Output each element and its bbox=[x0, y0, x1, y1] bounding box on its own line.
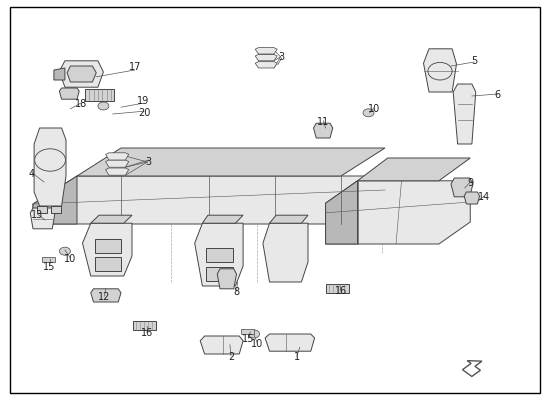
Text: 2: 2 bbox=[228, 352, 234, 362]
Polygon shape bbox=[453, 84, 476, 144]
Text: 9: 9 bbox=[467, 178, 474, 188]
Polygon shape bbox=[451, 178, 473, 197]
Polygon shape bbox=[195, 223, 243, 286]
Polygon shape bbox=[91, 289, 121, 302]
Text: 18: 18 bbox=[75, 99, 87, 109]
Text: 16: 16 bbox=[335, 286, 347, 296]
Polygon shape bbox=[326, 181, 358, 244]
Polygon shape bbox=[424, 49, 456, 92]
Text: 12: 12 bbox=[98, 292, 111, 302]
Polygon shape bbox=[263, 223, 308, 282]
Bar bbox=[95, 239, 121, 253]
Polygon shape bbox=[202, 215, 243, 223]
Bar bbox=[206, 248, 233, 262]
Text: 4: 4 bbox=[29, 169, 35, 179]
Polygon shape bbox=[67, 66, 96, 82]
Polygon shape bbox=[91, 215, 132, 223]
Bar bbox=[95, 257, 121, 271]
Text: 5: 5 bbox=[471, 56, 477, 66]
Polygon shape bbox=[77, 148, 385, 176]
Circle shape bbox=[363, 109, 374, 117]
Text: 8: 8 bbox=[233, 287, 240, 297]
Polygon shape bbox=[463, 361, 482, 376]
Text: 15: 15 bbox=[43, 262, 56, 272]
Polygon shape bbox=[200, 336, 243, 354]
Bar bbox=[37, 206, 47, 213]
Bar bbox=[133, 321, 156, 330]
Polygon shape bbox=[358, 158, 470, 181]
Polygon shape bbox=[106, 160, 129, 167]
Polygon shape bbox=[326, 181, 470, 244]
Bar bbox=[206, 267, 233, 281]
Polygon shape bbox=[255, 48, 277, 54]
Circle shape bbox=[35, 149, 65, 171]
Polygon shape bbox=[82, 223, 132, 276]
Text: 10: 10 bbox=[368, 104, 380, 114]
Circle shape bbox=[428, 62, 452, 80]
Polygon shape bbox=[255, 62, 277, 68]
Text: 16: 16 bbox=[141, 328, 153, 338]
Text: 3: 3 bbox=[278, 52, 285, 62]
Bar bbox=[42, 257, 55, 262]
Text: 13: 13 bbox=[31, 210, 43, 220]
Polygon shape bbox=[33, 176, 77, 224]
Text: 15: 15 bbox=[243, 334, 255, 344]
Polygon shape bbox=[314, 123, 333, 138]
Bar bbox=[241, 329, 254, 334]
Bar bbox=[85, 89, 114, 101]
Text: 6: 6 bbox=[494, 90, 501, 100]
Text: 19: 19 bbox=[137, 96, 149, 106]
Polygon shape bbox=[106, 153, 129, 160]
Polygon shape bbox=[34, 128, 66, 206]
Text: 10: 10 bbox=[64, 254, 76, 264]
Polygon shape bbox=[59, 88, 79, 99]
Polygon shape bbox=[255, 54, 277, 61]
Text: 11: 11 bbox=[317, 117, 329, 127]
Polygon shape bbox=[59, 61, 103, 87]
Polygon shape bbox=[30, 208, 55, 229]
Bar bbox=[326, 284, 349, 293]
Text: 20: 20 bbox=[138, 108, 150, 118]
Text: 10: 10 bbox=[251, 339, 263, 349]
Polygon shape bbox=[464, 192, 480, 204]
Polygon shape bbox=[217, 269, 236, 289]
Polygon shape bbox=[33, 176, 385, 224]
Text: 1: 1 bbox=[294, 352, 300, 362]
Polygon shape bbox=[106, 168, 129, 175]
Circle shape bbox=[59, 247, 70, 255]
Text: 3: 3 bbox=[145, 157, 152, 167]
Polygon shape bbox=[54, 68, 65, 80]
Text: 17: 17 bbox=[129, 62, 141, 72]
Polygon shape bbox=[265, 334, 315, 351]
Text: 14: 14 bbox=[478, 192, 490, 202]
Circle shape bbox=[98, 102, 109, 110]
Circle shape bbox=[249, 330, 260, 338]
Polygon shape bbox=[270, 215, 308, 223]
Bar bbox=[51, 206, 60, 213]
